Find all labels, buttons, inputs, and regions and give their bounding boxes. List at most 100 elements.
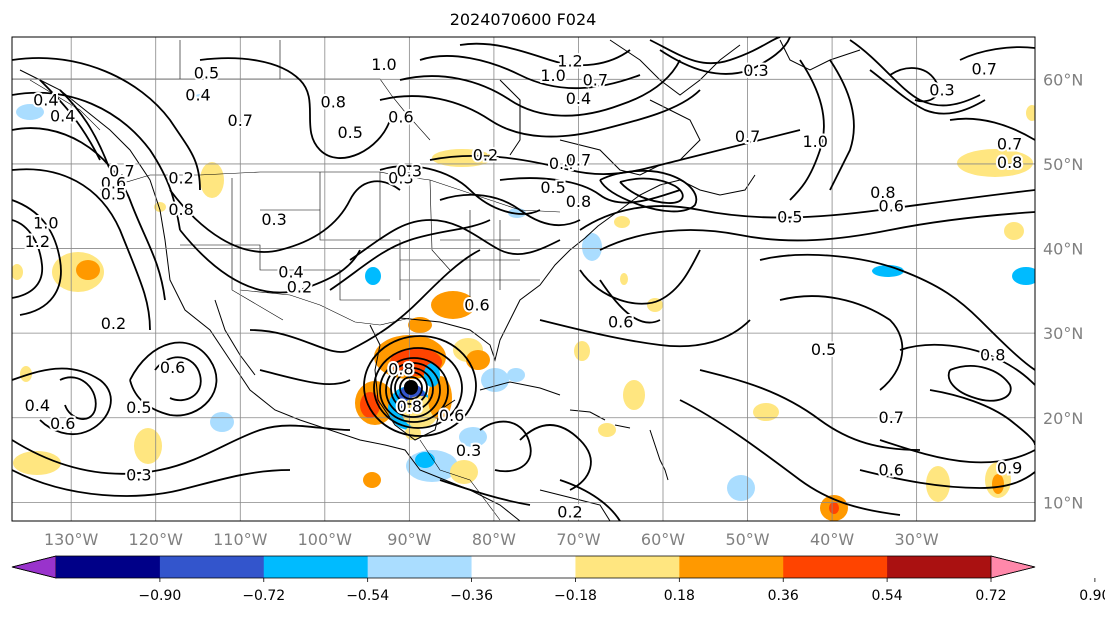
shade-patch — [415, 452, 435, 468]
contour-line — [259, 369, 351, 386]
contour-label: 1.2 — [557, 52, 582, 71]
shade-patch — [647, 298, 663, 312]
colorbar-segment — [783, 556, 888, 578]
contour-label: 0.8 — [321, 92, 346, 111]
contour-line — [249, 249, 481, 353]
longitude-label: 100°W — [298, 530, 353, 549]
shade-patch — [574, 341, 590, 361]
contour-line — [419, 55, 641, 90]
contour-label: 0.5 — [540, 178, 565, 197]
contour-line — [12, 168, 151, 331]
contour-line — [579, 249, 701, 305]
colorbar-tick-label: 0.90 — [1079, 588, 1105, 604]
shade-patch — [12, 264, 23, 280]
contour-line — [539, 319, 751, 348]
contour-line — [199, 57, 391, 159]
contour-label: 0.4 — [25, 396, 50, 415]
contour-line — [899, 343, 1035, 386]
contour-line — [849, 39, 981, 107]
contour-label: 0.2 — [287, 278, 312, 297]
contour-line — [12, 367, 112, 435]
shade-patch — [466, 350, 490, 370]
us-east-coast — [399, 209, 621, 362]
contour-line — [12, 57, 201, 191]
colorbar-tick-label: −0.72 — [242, 588, 285, 604]
contour-label: 0.7 — [566, 151, 591, 170]
cyclone-contour — [373, 347, 463, 429]
contour-label: 0.4 — [549, 154, 574, 173]
contour-line — [459, 42, 631, 67]
colorbar-segment — [263, 556, 369, 578]
shade-patch — [450, 460, 478, 484]
contour-line — [499, 177, 681, 204]
contour-label: 0.3 — [388, 168, 413, 187]
contour-label: 0.7 — [228, 111, 253, 130]
contour-line — [12, 91, 181, 231]
contour-label: 0.3 — [261, 210, 286, 229]
shade-patch — [134, 428, 162, 464]
contour-label: 1.0 — [802, 132, 827, 151]
longitude-label: 110°W — [213, 530, 268, 549]
contour-label: 1.0 — [33, 213, 58, 232]
contour-line — [12, 127, 166, 301]
pacific-coastline — [19, 69, 521, 521]
contour-label: 0.5 — [126, 398, 151, 417]
shade-patch — [432, 149, 492, 167]
contour-label: 0.3 — [929, 80, 954, 99]
contour-line — [479, 420, 532, 473]
lesser-antilles — [649, 429, 669, 481]
contour-label: 0.7 — [997, 135, 1022, 154]
shade-patch — [154, 202, 166, 212]
contour-line — [12, 424, 351, 475]
contour-line — [59, 89, 111, 171]
contour-line — [859, 469, 1035, 489]
hispaniola-coast — [569, 409, 631, 429]
contour-label: 0.7 — [583, 70, 608, 89]
contour-line — [39, 79, 101, 161]
contour-line — [12, 469, 291, 497]
colorbar-tick-label: −0.90 — [138, 588, 181, 604]
contour-label: 0.8 — [168, 200, 193, 219]
contour-line — [379, 89, 701, 138]
contour-label: 1.2 — [25, 232, 50, 251]
contour-line — [154, 356, 202, 402]
shade-patch — [727, 475, 755, 501]
contour-label: 0.6 — [464, 295, 489, 314]
shade-patch — [194, 94, 208, 100]
contour-line — [947, 365, 1012, 402]
longitude-label: 130°W — [44, 530, 99, 549]
contour-line — [12, 199, 62, 316]
longitude-label: 30°W — [895, 530, 939, 549]
central-america-border — [419, 439, 501, 521]
contour-label: 0.4 — [50, 107, 75, 126]
contour-label: 0.8 — [870, 183, 895, 202]
contour-line — [399, 59, 681, 117]
contour-label: 0.4 — [566, 89, 591, 108]
contour-label: 0.4 — [33, 91, 58, 110]
contour-line — [869, 69, 986, 115]
contour-label: 0.6 — [160, 358, 185, 377]
shade-patch — [16, 104, 44, 120]
contour-line — [759, 253, 1035, 371]
cyclone-center — [404, 380, 418, 394]
political-boundaries — [12, 40, 561, 521]
latitude-label: 10°N — [1043, 493, 1083, 512]
contour-line — [12, 219, 43, 299]
contour-label: 0.6 — [879, 460, 904, 479]
contour-label: 0.5 — [777, 207, 802, 226]
longitude-label: 40°W — [810, 530, 854, 549]
us-mexico-border — [239, 289, 411, 326]
shade-patch — [428, 376, 452, 420]
colorbar-tick-label: −0.54 — [346, 588, 389, 604]
colorbar-segment — [159, 556, 265, 578]
us-canada-border — [99, 171, 431, 191]
contour-label: 0.2 — [168, 168, 193, 187]
contour-label: 0.5 — [811, 340, 836, 359]
colorbar-segment — [56, 556, 161, 578]
contour-line — [679, 399, 901, 516]
contour-line — [519, 424, 592, 491]
contour-label: 0.4 — [278, 262, 303, 281]
shade-patch — [926, 466, 950, 502]
latitude-label: 30°N — [1043, 324, 1083, 343]
